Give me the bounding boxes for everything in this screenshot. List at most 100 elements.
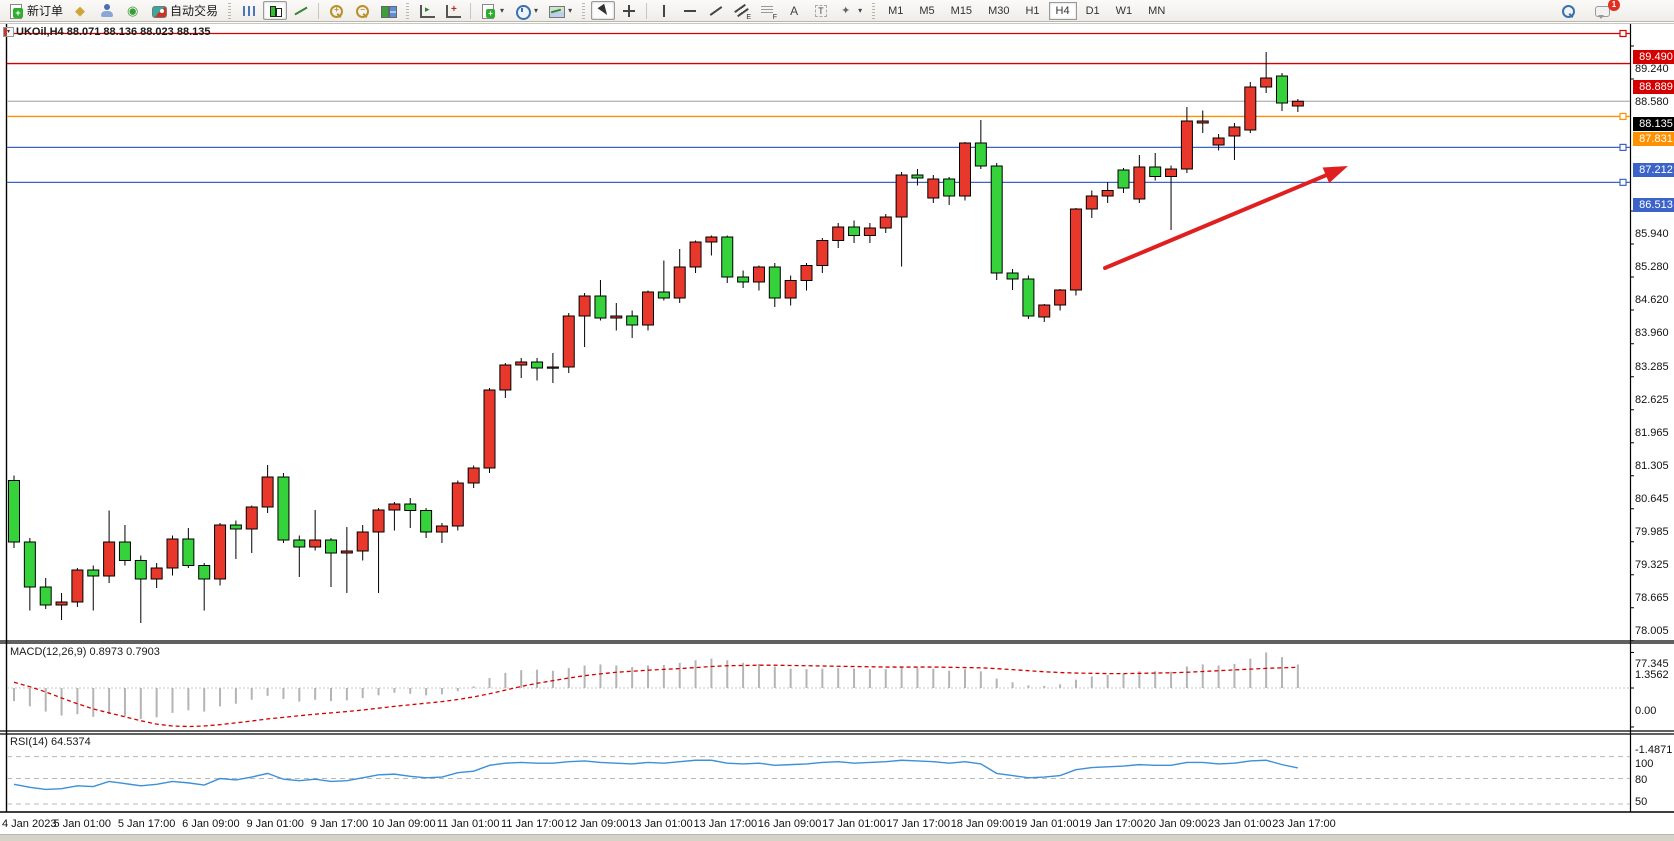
time-tick-label: 10 Jan 09:00 xyxy=(371,818,436,830)
chart-menu-button[interactable]: ▾ xyxy=(3,27,14,37)
chart-canvas xyxy=(0,23,1674,813)
period-button-m1[interactable]: M1 xyxy=(888,4,904,17)
zoom-out-button[interactable] xyxy=(350,1,374,20)
neworder-icon xyxy=(8,3,24,19)
time-tick-label: 20 Jan 09:00 xyxy=(1143,818,1208,830)
time-axis[interactable]: 4 Jan 2023 5 Jan 01:00 5 Jan 17:00 6 Jan 09… xyxy=(0,814,1674,834)
period-button-mn[interactable]: MN xyxy=(1148,4,1166,17)
horizontal-line-button[interactable] xyxy=(678,1,702,20)
community-button[interactable] xyxy=(95,1,119,20)
time-tick-label: 19 Jan 01:00 xyxy=(1014,818,1079,830)
shapes-icon xyxy=(838,3,854,19)
signals-button[interactable] xyxy=(121,1,145,20)
time-tick-label: 23 Jan 01:00 xyxy=(1207,818,1272,830)
time-tick-label: 5 Jan 17:00 xyxy=(117,818,176,830)
price-tick-label: 80.645 xyxy=(1635,492,1669,505)
text-button[interactable] xyxy=(782,1,806,20)
template-button[interactable]: ▾ xyxy=(544,1,576,20)
vertical-line-button[interactable] xyxy=(652,1,676,20)
trendline-button[interactable] xyxy=(704,1,728,20)
macd-indicator-label: MACD(12,26,9) 0.8973 0.7903 xyxy=(10,646,160,658)
toolbar: 新订单 自动交易 ▾ ▾ ▾ ▾ M1 M5 M15 M30 H1 H4 D1 W1 MN xyxy=(0,0,1674,22)
bar-chart-button[interactable] xyxy=(237,1,261,20)
indicator-window-icon xyxy=(419,3,436,19)
time-tick-label: 5 Jan 01:00 xyxy=(53,818,112,830)
time-tick-label: 9 Jan 01:00 xyxy=(246,818,304,830)
line-chart-button[interactable] xyxy=(289,1,313,20)
indicator-window-button[interactable] xyxy=(415,1,439,20)
period-button-w1[interactable]: W1 xyxy=(1115,4,1133,17)
macd-indicator xyxy=(7,652,1630,728)
search-button[interactable] xyxy=(1556,2,1580,21)
search-icon xyxy=(1560,3,1576,19)
status-strip xyxy=(0,834,1674,841)
period-button-m15[interactable]: M15 xyxy=(950,4,973,17)
price-tick-label: 83.285 xyxy=(1635,360,1669,373)
cursor-button[interactable] xyxy=(591,1,616,20)
person-icon xyxy=(99,3,115,19)
dropdown-caret-icon: ▾ xyxy=(534,6,539,15)
fibonacci-button[interactable] xyxy=(756,1,780,21)
price-tick-label: 77.345 xyxy=(1635,657,1669,670)
macd-axis-label: -1.4871 xyxy=(1635,743,1673,756)
vertical-line-icon xyxy=(656,3,672,19)
notifications-button[interactable]: 1 xyxy=(1590,0,1620,21)
period-button-d1[interactable]: D1 xyxy=(1085,4,1100,17)
price-level-badge: 87.831 xyxy=(1633,132,1674,147)
price-tick-label: 78.665 xyxy=(1635,591,1669,604)
line-chart-icon xyxy=(293,3,309,19)
seal-icon xyxy=(73,3,89,19)
zoom-in-button[interactable] xyxy=(324,1,348,20)
new-chart-icon xyxy=(480,3,496,19)
period-menu-button[interactable]: ▾ xyxy=(510,1,542,20)
crosshair-button[interactable] xyxy=(617,1,641,20)
new-order-button-label: 新订单 xyxy=(27,4,64,18)
period-button-h4[interactable]: H4 xyxy=(1048,1,1077,20)
history-center-button[interactable] xyxy=(69,1,93,20)
time-tick-label: 11 Jan 01:00 xyxy=(436,818,500,830)
time-tick-label: 12 Jan 09:00 xyxy=(564,818,629,830)
add-indicator-button[interactable] xyxy=(441,1,465,20)
new-order-button[interactable]: 新订单 xyxy=(4,1,67,20)
candlestick-chart-button[interactable] xyxy=(263,1,288,20)
trendline-icon xyxy=(708,3,724,19)
period-button-h1[interactable]: H1 xyxy=(1025,4,1040,17)
text-label-button[interactable] xyxy=(808,1,832,20)
trend-arrow-annotation[interactable] xyxy=(1103,166,1348,270)
tile-windows-button[interactable] xyxy=(376,1,400,20)
shapes-button[interactable]: ▾ xyxy=(834,1,866,20)
notification-badge: 1 xyxy=(1608,0,1620,11)
text-label-icon xyxy=(812,3,828,19)
text-icon xyxy=(786,3,802,19)
time-tick-label: 4 Jan 2023 xyxy=(2,818,57,830)
price-tick-label: 81.965 xyxy=(1635,426,1669,439)
autotrading-button[interactable]: 自动交易 xyxy=(147,1,222,20)
candlestick-series xyxy=(8,52,1304,623)
period-button-m5[interactable]: M5 xyxy=(919,4,935,17)
time-tick-label: 17 Jan 17:00 xyxy=(886,818,950,830)
price-level-badge: 86.513 xyxy=(1633,198,1674,213)
new-chart-button[interactable]: ▾ xyxy=(476,1,508,20)
add-indicator-icon xyxy=(445,3,462,19)
price-level-badge: 88.889 xyxy=(1633,79,1674,94)
price-level-badge: 89.490 xyxy=(1633,49,1674,64)
crosshair-icon xyxy=(621,3,637,19)
chart-window[interactable]: ▾ UKOil,H4 88.071 88.136 88.023 88.135 M… xyxy=(0,23,1674,841)
cursor-icon xyxy=(595,3,611,19)
toolbar-separator xyxy=(227,2,233,19)
time-tick-label: 9 Jan 17:00 xyxy=(310,818,369,830)
rsi-indicator xyxy=(7,756,1630,805)
zoom-in-icon xyxy=(328,3,344,19)
zoom-out-icon xyxy=(354,3,370,19)
equidistant-channel-button[interactable] xyxy=(730,1,754,21)
dropdown-caret-icon: ▾ xyxy=(858,6,863,15)
bar-chart-icon xyxy=(241,3,257,19)
toolbar-separator xyxy=(581,2,587,19)
horizontal-line-icon xyxy=(682,3,698,19)
price-tick-label: 85.280 xyxy=(1635,261,1669,273)
price-tick-label: 81.305 xyxy=(1635,459,1669,472)
robot-icon xyxy=(151,3,168,19)
period-button-m30[interactable]: M30 xyxy=(988,4,1010,17)
time-tick-label: 16 Jan 09:00 xyxy=(757,818,822,830)
